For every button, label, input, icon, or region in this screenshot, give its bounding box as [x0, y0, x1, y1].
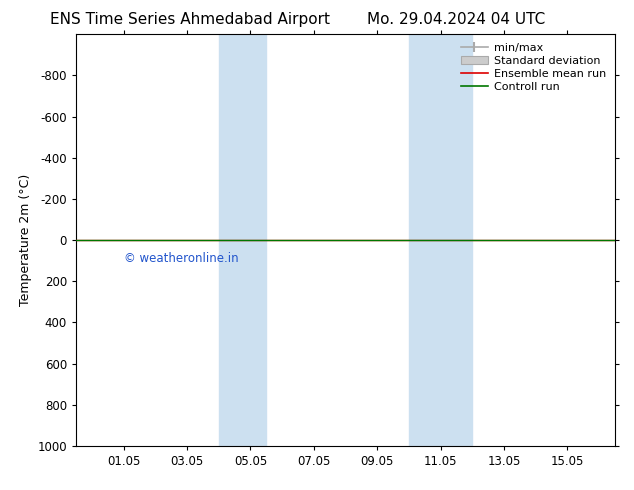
Bar [219, 34, 266, 446]
Bar [409, 34, 472, 446]
Text: ENS Time Series Ahmedabad Airport: ENS Time Series Ahmedabad Airport [50, 12, 330, 27]
Legend: min/max, Standard deviation, Ensemble mean run, Controll run: min/max, Standard deviation, Ensemble me… [457, 40, 609, 95]
Text: Mo. 29.04.2024 04 UTC: Mo. 29.04.2024 04 UTC [367, 12, 546, 27]
Text: © weatheronline.in: © weatheronline.in [124, 252, 238, 266]
Y-axis label: Temperature 2m (°C): Temperature 2m (°C) [19, 174, 32, 306]
